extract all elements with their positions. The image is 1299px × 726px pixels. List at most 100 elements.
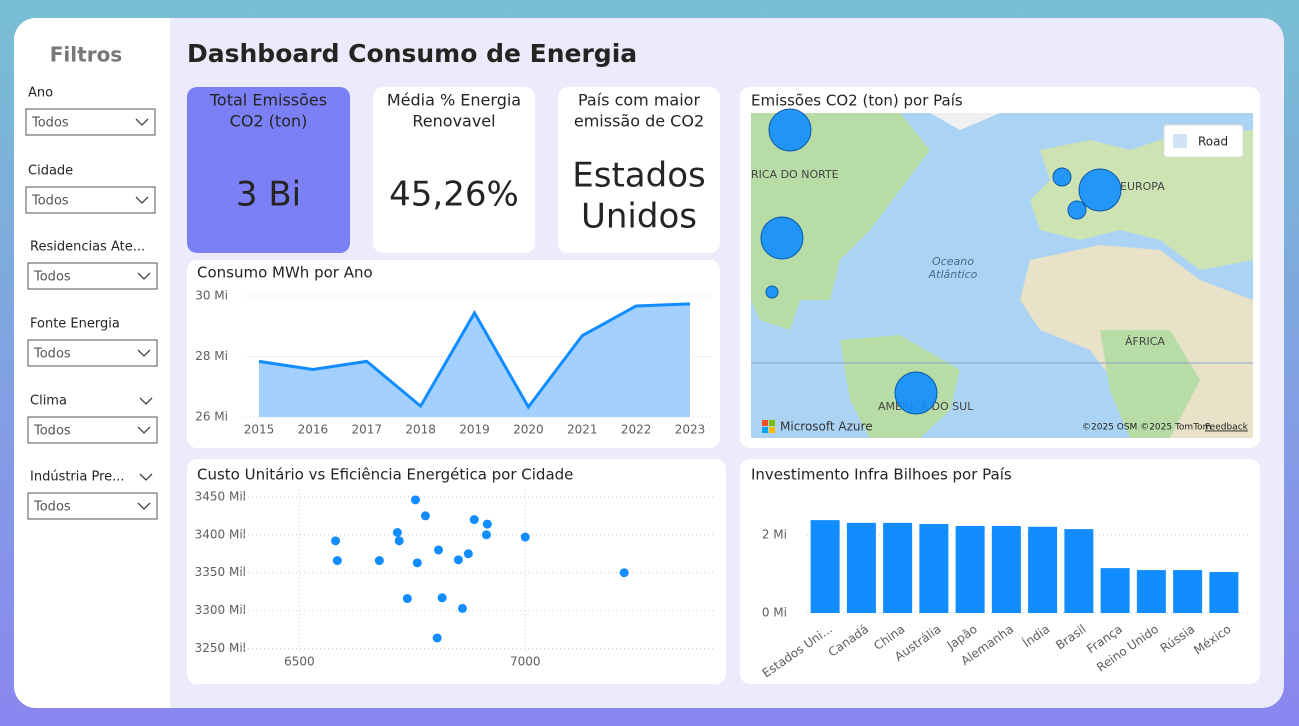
map-bubble — [1078, 168, 1122, 212]
map-style-label: Road — [1198, 135, 1228, 149]
bar — [1064, 529, 1094, 613]
map-brand: Microsoft Azure — [780, 420, 873, 434]
dropdown-value: Todos — [33, 347, 71, 362]
dashboard-title: Dashboard Consumo de Energia — [187, 39, 637, 68]
dropdown[interactable] — [27, 492, 158, 520]
x-tick-label: 2018 — [405, 423, 436, 437]
point — [437, 593, 447, 603]
chevron — [137, 426, 151, 434]
kpi-value: Unidos — [581, 197, 697, 237]
kpi-value: 3 Bi — [236, 175, 301, 215]
map-bubble — [765, 285, 779, 299]
map-style-button[interactable] — [1163, 124, 1244, 158]
y-tick-label: 0 Mi — [762, 606, 787, 620]
chart-title: Custo Unitário vs Eficiência Energética … — [197, 466, 573, 484]
chevron — [135, 196, 149, 204]
map-label: Atlântico — [928, 268, 978, 281]
point — [394, 536, 404, 546]
bar — [1100, 568, 1130, 613]
dropdown[interactable] — [25, 108, 156, 136]
land — [1030, 130, 1253, 270]
dropdown[interactable] — [27, 262, 158, 290]
x-tick-label: 2021 — [567, 423, 598, 437]
dropdown-value: Todos — [31, 194, 69, 209]
logo — [762, 420, 768, 426]
chart-title: Consumo MWh por Ano — [197, 264, 373, 282]
filter-label: Indústria Pre... — [30, 470, 125, 485]
kpi-card — [558, 87, 720, 253]
bar — [955, 525, 985, 613]
x-tick-label: 2020 — [513, 423, 544, 437]
kpi-title: Renovavel — [412, 112, 495, 131]
point — [331, 536, 341, 546]
line — [258, 302, 691, 410]
logo — [769, 420, 775, 426]
chevron — [137, 502, 151, 510]
map-bubble — [760, 216, 804, 260]
map-label: ÁFRICA — [1125, 335, 1165, 348]
map-label: Oceano — [932, 255, 974, 268]
land — [751, 113, 930, 330]
sidebar-title: Filtros — [50, 43, 122, 67]
filter-label: Clima — [30, 394, 67, 409]
point — [469, 515, 479, 525]
land — [1100, 330, 1200, 438]
chevron — [137, 272, 151, 280]
kpi-title: emissão de CO2 — [574, 112, 704, 131]
logo — [769, 427, 775, 433]
dropdown-value: Todos — [33, 270, 71, 285]
bar — [1209, 572, 1239, 613]
point — [453, 555, 463, 565]
map-feedback[interactable]: Feedback — [1205, 423, 1249, 433]
dropdown-value: Todos — [31, 116, 69, 131]
x-tick-label: 7000 — [510, 655, 541, 669]
dropdown-value: Todos — [33, 424, 71, 439]
kpi-title: CO2 (ton) — [230, 112, 308, 131]
x-tick-label: 2017 — [351, 423, 382, 437]
dropdown-value: Todos — [33, 500, 71, 515]
x-tick-label: 2016 — [298, 423, 329, 437]
map-label: RICA DO NORTE — [751, 168, 839, 181]
dropdown[interactable] — [27, 416, 158, 444]
kpi-title: País com maior — [578, 91, 700, 110]
bar — [810, 520, 840, 613]
y-tick-label: 26 Mi — [195, 410, 228, 424]
map-bubble — [894, 371, 938, 415]
point — [619, 568, 629, 578]
x-tick-label: 2023 — [675, 423, 706, 437]
x-tick-label: 6500 — [284, 655, 315, 669]
point — [402, 594, 412, 604]
dropdown[interactable] — [27, 339, 158, 367]
kpi-card — [373, 87, 535, 253]
bar — [846, 522, 876, 613]
scatter-card — [187, 459, 726, 684]
x-tick-label: 2022 — [621, 423, 652, 437]
dropdown[interactable] — [25, 186, 156, 214]
point — [482, 519, 492, 529]
point — [374, 556, 384, 566]
logo — [762, 427, 768, 433]
x-tick-label: 2019 — [459, 423, 490, 437]
point — [463, 549, 473, 559]
kpi-value: 45,26% — [389, 175, 519, 215]
kpi-title: Total Emissões — [209, 91, 327, 110]
y-tick-label: 30 Mi — [195, 289, 228, 303]
map-bubble — [1067, 200, 1087, 220]
y-tick-label: 2 Mi — [762, 527, 787, 541]
point — [481, 530, 491, 540]
bar — [1028, 526, 1058, 613]
bar — [1136, 570, 1166, 613]
y-tick-label: 28 Mi — [195, 349, 228, 363]
bar — [991, 525, 1021, 613]
chevron — [139, 473, 153, 481]
point — [332, 556, 342, 566]
point — [392, 528, 402, 537]
filter-label: Cidade — [28, 164, 73, 179]
area — [259, 303, 690, 417]
point — [420, 511, 430, 521]
map-bubble — [1052, 167, 1072, 187]
map-style-icon — [1173, 134, 1187, 148]
point — [434, 545, 444, 555]
point — [457, 603, 467, 613]
